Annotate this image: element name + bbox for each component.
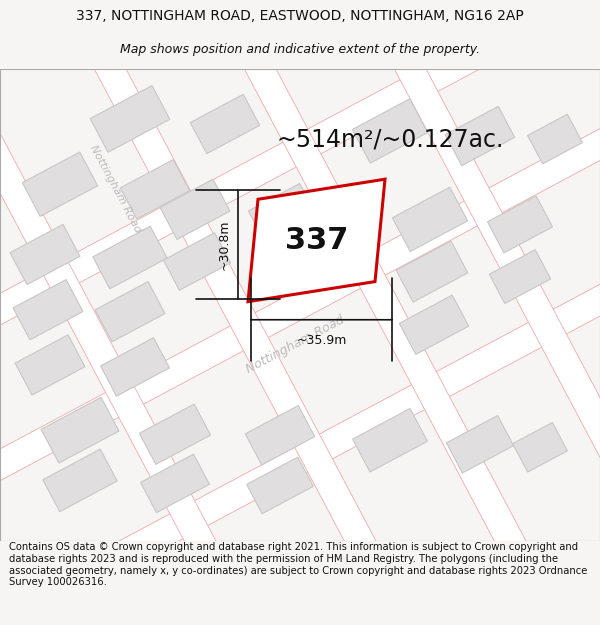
Polygon shape [139,404,211,464]
Polygon shape [488,196,553,253]
Polygon shape [160,179,230,239]
Text: 337: 337 [285,226,348,255]
Polygon shape [311,0,600,625]
Polygon shape [101,338,169,396]
Polygon shape [446,416,514,473]
Polygon shape [140,454,209,512]
Polygon shape [10,224,80,284]
Text: Nottingham Road: Nottingham Road [88,144,142,235]
Polygon shape [95,282,165,342]
Polygon shape [276,204,334,254]
Polygon shape [0,80,600,529]
Polygon shape [161,0,600,625]
Polygon shape [527,114,583,164]
Polygon shape [445,106,515,166]
Text: 337, NOTTINGHAM ROAD, EASTWOOD, NOTTINGHAM, NG16 2AP: 337, NOTTINGHAM ROAD, EASTWOOD, NOTTINGH… [76,9,524,23]
Polygon shape [353,409,427,472]
Polygon shape [248,179,385,302]
Polygon shape [396,241,468,302]
Polygon shape [399,295,469,354]
Polygon shape [41,398,119,463]
Text: Nottingham Road: Nottingham Road [244,313,346,376]
Polygon shape [22,152,98,216]
Polygon shape [0,0,600,374]
Text: Map shows position and indicative extent of the property.: Map shows position and indicative extent… [120,42,480,56]
Polygon shape [512,422,568,472]
Polygon shape [15,335,85,395]
Polygon shape [392,187,467,251]
Polygon shape [245,406,315,465]
Polygon shape [0,0,299,625]
Polygon shape [13,279,83,340]
Polygon shape [93,226,167,289]
Polygon shape [489,250,551,304]
Polygon shape [120,159,190,219]
Text: Contains OS data © Crown copyright and database right 2021. This information is : Contains OS data © Crown copyright and d… [9,542,587,587]
Polygon shape [43,449,117,512]
Polygon shape [0,236,600,625]
Polygon shape [90,86,170,152]
Polygon shape [352,99,428,163]
Text: ~35.9m: ~35.9m [296,334,347,347]
Text: ~514m²/~0.127ac.: ~514m²/~0.127ac. [277,127,503,151]
Polygon shape [163,232,230,290]
Polygon shape [11,0,458,625]
Text: ~30.8m: ~30.8m [218,219,230,270]
Polygon shape [247,457,313,514]
Polygon shape [248,184,316,241]
Polygon shape [190,94,260,154]
